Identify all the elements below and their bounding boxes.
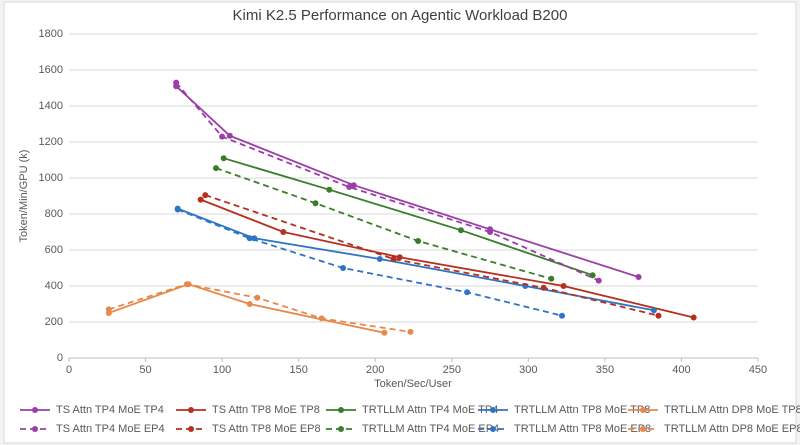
data-point	[464, 289, 471, 296]
data-point	[226, 132, 233, 139]
legend-label: TRTLLM Attn TP8 MoE EP8	[514, 423, 651, 435]
series-line	[223, 157, 593, 277]
legend-marker	[338, 407, 344, 413]
legend-label: TRTLLM Attn TP4 MoE TP4	[362, 404, 498, 416]
data-point	[312, 200, 319, 207]
y-tick-label: 200	[45, 316, 63, 328]
data-point	[381, 329, 388, 336]
data-point	[326, 186, 333, 193]
legend-marker	[490, 407, 496, 413]
x-tick-label: 150	[289, 364, 307, 376]
legend-label: TRTLLM Attn TP8 MoE TP8	[514, 404, 650, 416]
data-point	[650, 307, 657, 314]
legend-marker	[640, 426, 646, 432]
data-point	[635, 274, 642, 280]
legend-label: TRTLLM Attn TP4 MoE EP4	[362, 423, 499, 435]
data-point	[559, 312, 566, 319]
data-point	[560, 283, 567, 289]
y-tick-label: 1800	[39, 28, 63, 40]
x-tick-label: 400	[672, 364, 690, 376]
y-tick-label: 1200	[39, 136, 63, 148]
data-point	[183, 281, 190, 288]
y-tick-label: 400	[45, 280, 63, 292]
data-point	[254, 294, 261, 301]
series-line	[108, 283, 385, 334]
y-axis-label: Token/Min/GPU (k)	[18, 150, 30, 243]
series-line	[215, 167, 552, 280]
x-tick-label: 200	[366, 364, 384, 376]
chart-title: Kimi K2.5 Performance on Agentic Workloa…	[233, 7, 568, 24]
data-point	[318, 315, 325, 322]
legend-marker	[188, 407, 194, 413]
legend-marker	[32, 407, 38, 413]
legend-label: TS Attn TP4 MoE TP4	[56, 404, 164, 416]
y-tick-label: 0	[57, 352, 63, 364]
data-point	[376, 256, 383, 262]
data-point	[457, 227, 464, 234]
legend-marker	[188, 426, 194, 432]
legend-label: TS Attn TP8 MoE TP8	[212, 404, 320, 416]
data-point	[415, 238, 422, 244]
y-tick-label: 1000	[39, 172, 63, 184]
x-tick-label: 350	[596, 364, 614, 376]
data-point	[246, 235, 253, 242]
legend-marker	[338, 426, 344, 432]
x-tick-label: 250	[443, 364, 461, 376]
data-point	[589, 272, 596, 279]
data-point	[690, 314, 697, 321]
data-point	[346, 184, 353, 190]
x-tick-label: 50	[139, 364, 151, 376]
data-point	[396, 254, 403, 261]
data-point	[540, 284, 547, 291]
data-point	[280, 229, 287, 235]
data-point	[220, 155, 227, 162]
legend-marker	[490, 426, 496, 432]
y-tick-label: 1400	[39, 100, 63, 112]
x-axis-label: Token/Sec/User	[374, 378, 452, 390]
data-point	[595, 277, 602, 284]
data-point	[548, 275, 555, 282]
y-tick-label: 600	[45, 244, 63, 256]
series-line	[204, 194, 659, 317]
legend-marker	[32, 426, 38, 432]
data-point	[390, 256, 397, 262]
data-point	[197, 196, 204, 203]
y-tick-label: 800	[45, 208, 63, 220]
series-line	[175, 82, 600, 282]
chart-area	[3, 1, 797, 444]
data-point	[173, 79, 180, 86]
legend-label: TS Attn TP4 MoE EP4	[56, 423, 165, 435]
data-point	[246, 301, 253, 307]
x-tick-label: 300	[519, 364, 537, 376]
y-tick-label: 1600	[39, 64, 63, 76]
legend-label: TRTLLM Attn DP8 MoE TP8	[664, 404, 800, 416]
data-point	[202, 192, 209, 199]
data-point	[487, 229, 494, 235]
legend-label: TS Attn TP8 MoE EP8	[212, 423, 321, 435]
x-tick-label: 0	[66, 364, 72, 376]
data-point	[407, 328, 414, 335]
data-point	[340, 265, 347, 271]
data-point	[212, 165, 219, 172]
data-point	[105, 306, 112, 313]
data-point	[174, 206, 181, 213]
legend-marker	[640, 407, 646, 413]
data-point	[350, 182, 357, 189]
legend-label: TRTLLM Attn DP8 MoE EP8	[664, 423, 800, 435]
data-point	[655, 312, 662, 319]
data-point	[219, 133, 226, 140]
x-tick-label: 100	[213, 364, 231, 376]
x-tick-label: 450	[749, 364, 767, 376]
